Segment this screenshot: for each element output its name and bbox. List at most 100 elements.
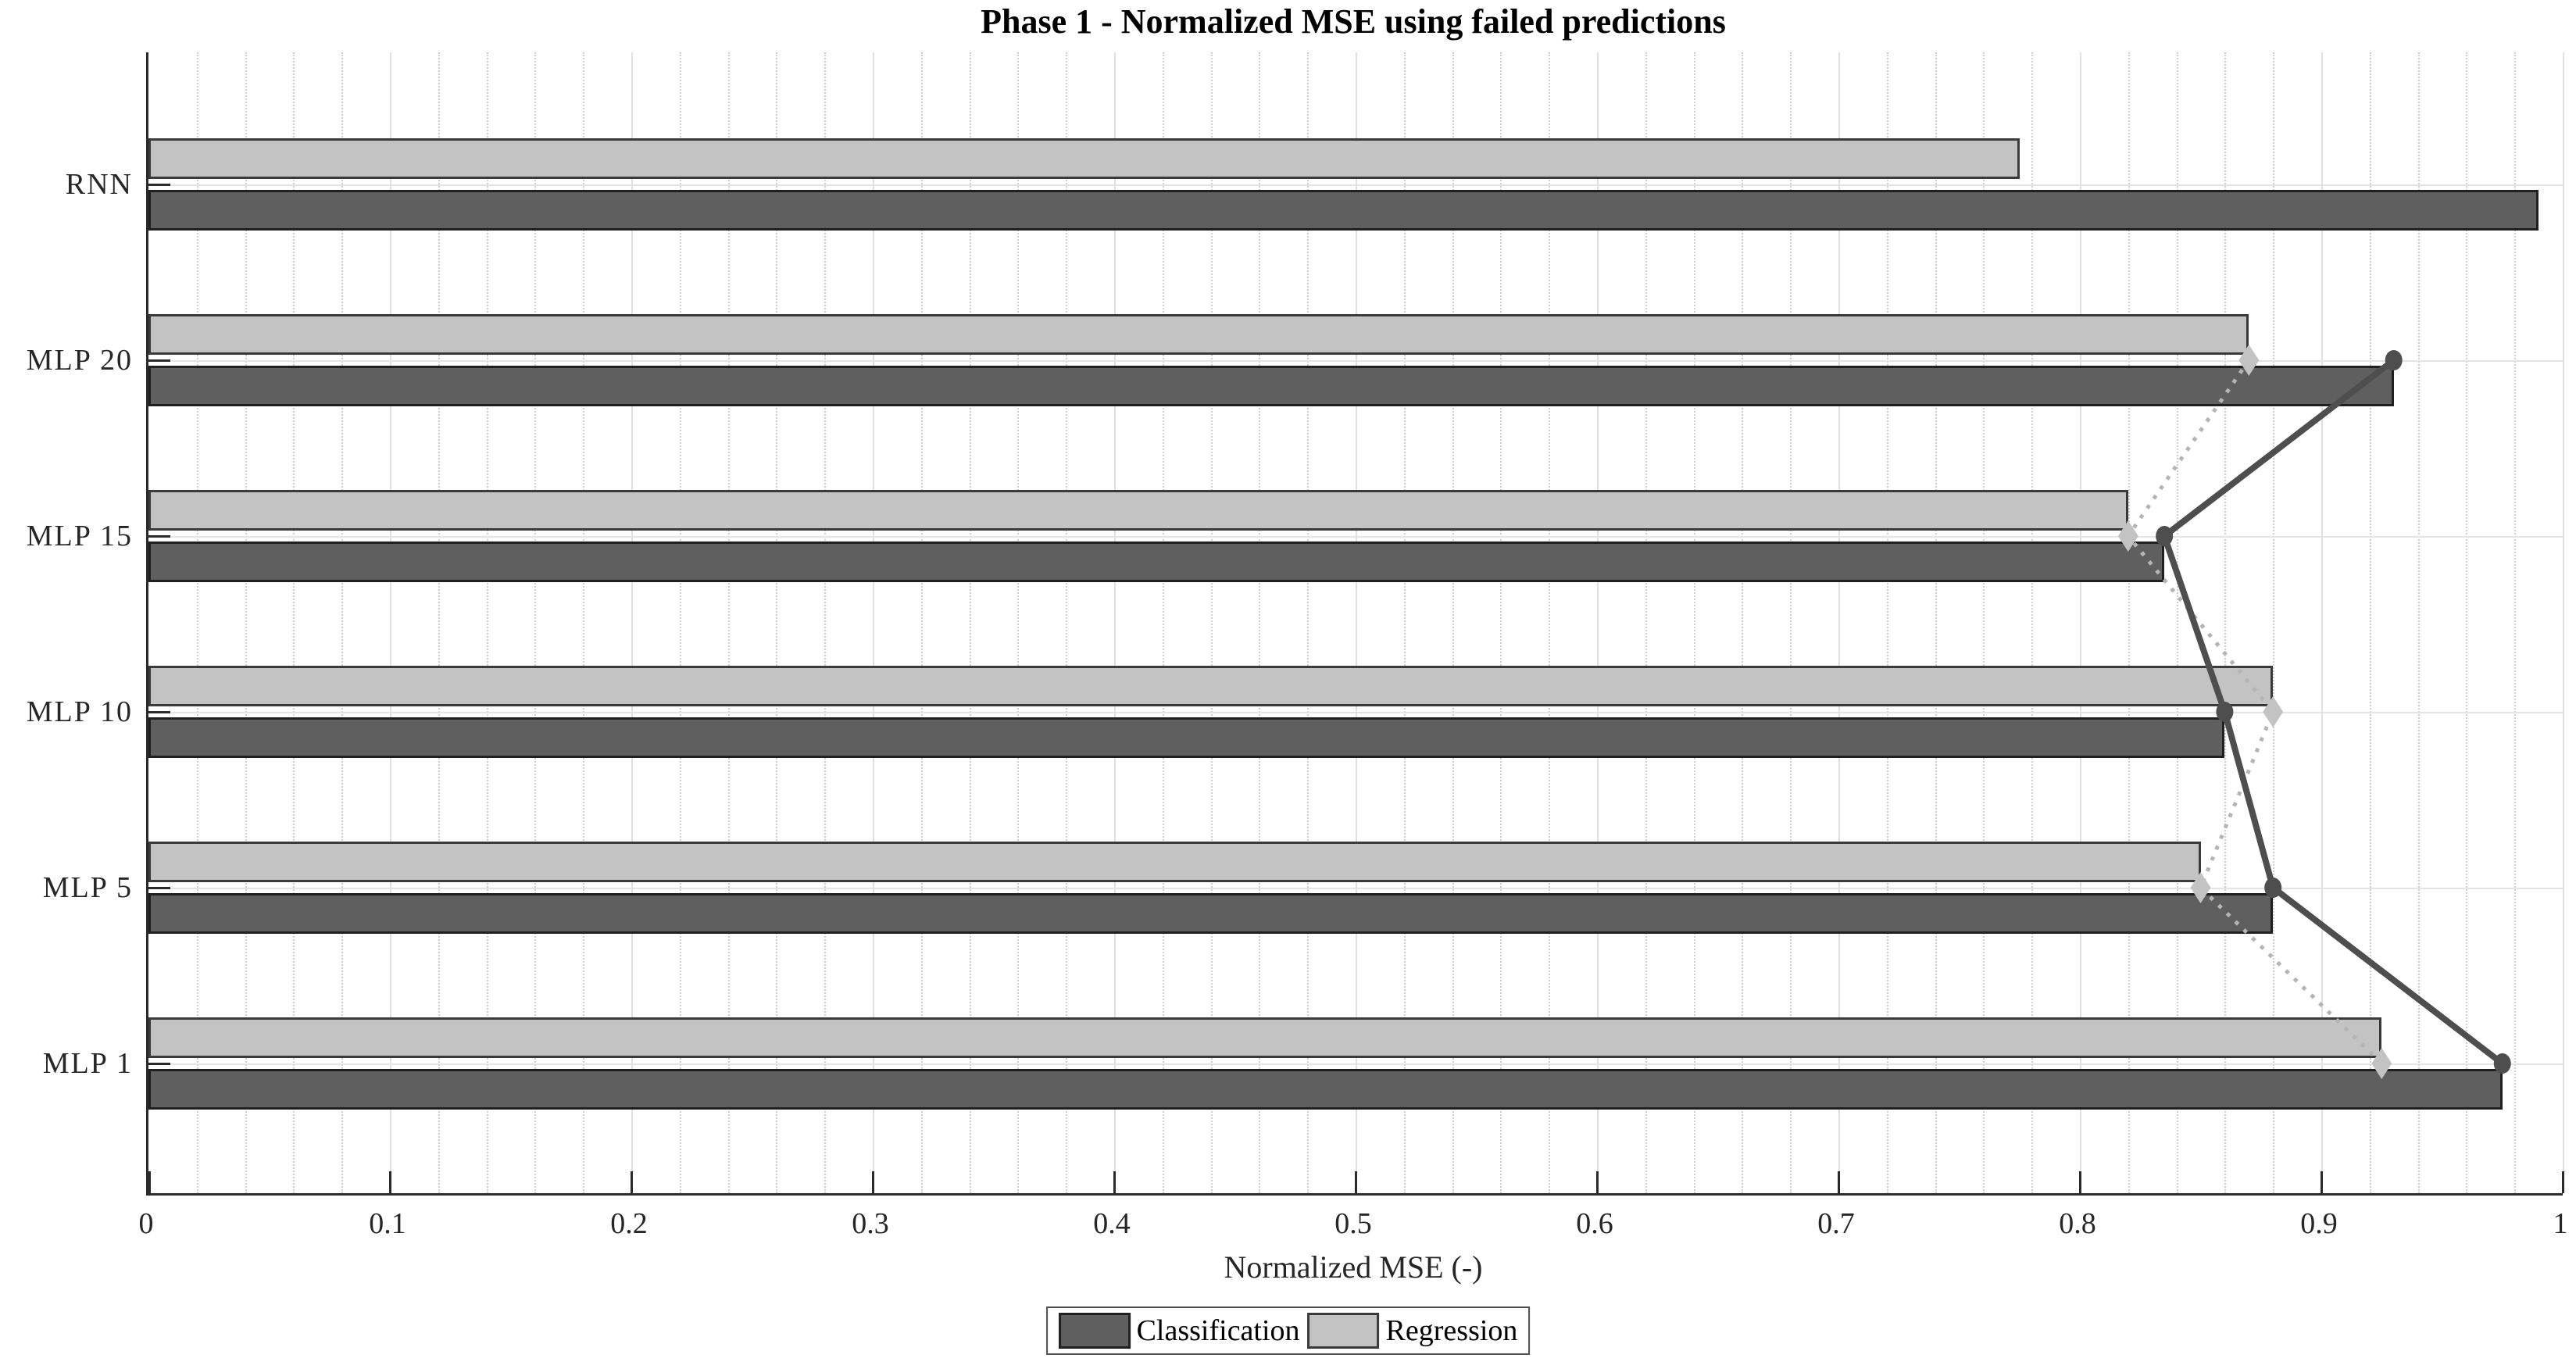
- line-overlay-layer: [2117, 345, 2511, 1079]
- minor-gridline: [2128, 52, 2130, 1193]
- x-axis-title: Normalized MSE (-): [1224, 1249, 1483, 1285]
- minor-gridline: [969, 52, 971, 1193]
- classification-circle-marker: [2385, 350, 2403, 370]
- regression-bar: [148, 138, 2020, 179]
- classification-bar: [148, 1069, 2503, 1110]
- horizontal-gridline: [148, 184, 2563, 186]
- major-gridline: [2563, 52, 2564, 1193]
- minor-gridline: [196, 52, 198, 1193]
- x-tick-mark: [1113, 1171, 1116, 1193]
- minor-gridline: [1259, 52, 1261, 1193]
- legend-entry-regression: Regression: [1307, 1313, 1518, 1349]
- y-tick-mark: [148, 184, 170, 186]
- minor-gridline: [2369, 52, 2371, 1193]
- major-gridline: [2080, 52, 2081, 1193]
- y-tick-mark: [148, 887, 170, 889]
- x-tick-mark: [1596, 1171, 1599, 1193]
- horizontal-gridline: [148, 536, 2563, 538]
- regression-trend-line: [2125, 359, 2383, 1065]
- legend-label-classification: Classification: [1136, 1314, 1300, 1347]
- classification-circle-marker: [2216, 702, 2234, 722]
- minor-gridline: [2514, 52, 2517, 1193]
- minor-gridline: [1549, 52, 1551, 1193]
- regression-bar: [148, 314, 2249, 355]
- minor-gridline: [583, 52, 585, 1193]
- x-tick-mark: [631, 1171, 633, 1193]
- regression-diamond-marker: [2190, 872, 2211, 903]
- regression-bar: [148, 842, 2201, 882]
- major-gridline: [1356, 52, 1357, 1193]
- y-category-label: RNN: [65, 168, 133, 201]
- x-tick-mark: [1838, 1171, 1840, 1193]
- x-tick-mark: [2079, 1171, 2081, 1193]
- regression-bar: [148, 1017, 2382, 1058]
- y-category-label: MLP 1: [42, 1047, 133, 1080]
- major-gridline: [390, 52, 391, 1193]
- legend-label-regression: Regression: [1385, 1314, 1518, 1347]
- regression-swatch-icon: [1307, 1313, 1380, 1349]
- minor-gridline: [824, 52, 827, 1193]
- x-tick-label: 0.9: [2300, 1207, 2338, 1240]
- minor-gridline: [1210, 52, 1213, 1193]
- minor-gridline: [534, 52, 537, 1193]
- classification-bar: [148, 542, 2165, 582]
- minor-gridline: [1935, 52, 1937, 1193]
- classification-circle-marker: [2493, 1053, 2511, 1074]
- major-gridline: [631, 52, 633, 1193]
- minor-gridline: [1307, 52, 1309, 1193]
- x-tick-label: 0.2: [610, 1207, 648, 1240]
- minor-gridline: [486, 52, 488, 1193]
- minor-gridline: [727, 52, 730, 1193]
- regression-diamond-marker: [2371, 1048, 2392, 1079]
- classification-bar: [148, 190, 2539, 231]
- major-gridline: [2321, 52, 2323, 1193]
- minor-gridline: [1162, 52, 1164, 1193]
- y-tick-mark: [148, 359, 170, 362]
- classification-bar: [148, 717, 2225, 758]
- minor-gridline: [1983, 52, 1985, 1193]
- minor-gridline: [2466, 52, 2468, 1193]
- x-tick-mark: [148, 1171, 151, 1193]
- x-tick-label: 0.5: [1334, 1207, 1372, 1240]
- minor-gridline: [293, 52, 295, 1193]
- minor-gridline: [679, 52, 681, 1193]
- x-tick-label: 0.7: [1817, 1207, 1855, 1240]
- x-tick-mark: [872, 1171, 874, 1193]
- minor-gridline: [776, 52, 778, 1193]
- x-tick-label: 0.6: [1576, 1207, 1613, 1240]
- classification-swatch-icon: [1058, 1313, 1131, 1349]
- minor-gridline: [1886, 52, 1888, 1193]
- minor-gridline: [341, 52, 344, 1193]
- x-tick-label: 1: [2553, 1207, 2568, 1240]
- minor-gridline: [1452, 52, 1454, 1193]
- x-tick-label: 0.3: [852, 1207, 889, 1240]
- x-tick-mark: [2321, 1171, 2323, 1193]
- regression-diamond-marker: [2238, 345, 2260, 376]
- minor-gridline: [1645, 52, 1647, 1193]
- minor-gridline: [2417, 52, 2420, 1193]
- y-category-label: MLP 15: [26, 520, 133, 552]
- legend: Classification Regression: [1045, 1306, 1531, 1355]
- regression-diamond-marker: [2263, 696, 2284, 727]
- major-gridline: [1838, 52, 1840, 1193]
- x-tick-label: 0.1: [369, 1207, 406, 1240]
- minor-gridline: [438, 52, 440, 1193]
- horizontal-gridline: [148, 888, 2563, 889]
- x-tick-mark: [2562, 1171, 2564, 1193]
- minor-gridline: [2224, 52, 2227, 1193]
- x-tick-label: 0.4: [1093, 1207, 1131, 1240]
- y-category-label: MLP 10: [26, 695, 133, 728]
- horizontal-gridline: [148, 1063, 2563, 1065]
- major-gridline: [1114, 52, 1116, 1193]
- chart-title: Phase 1 - Normalized MSE using failed pr…: [981, 2, 1726, 41]
- regression-bar: [148, 666, 2274, 706]
- y-category-label: MLP 20: [26, 344, 133, 377]
- minor-gridline: [2176, 52, 2178, 1193]
- legend-entry-classification: Classification: [1058, 1313, 1300, 1349]
- classification-circle-marker: [2156, 526, 2174, 546]
- minor-gridline: [245, 52, 247, 1193]
- major-gridline: [1597, 52, 1599, 1193]
- x-tick-mark: [389, 1171, 391, 1193]
- minor-gridline: [2273, 52, 2275, 1193]
